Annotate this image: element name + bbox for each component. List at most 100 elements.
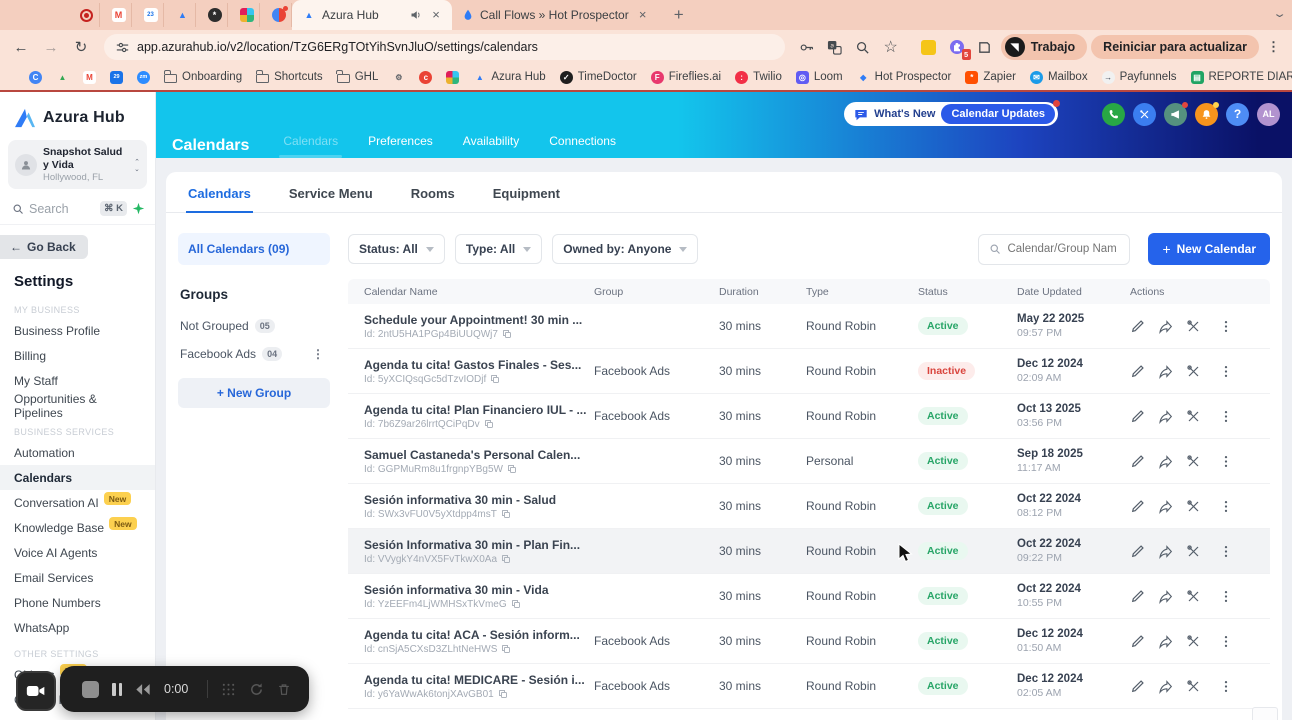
translate-icon[interactable]: a xyxy=(823,35,847,59)
announcements-button[interactable] xyxy=(1164,101,1188,126)
copy-icon[interactable] xyxy=(501,509,511,519)
more-button[interactable] xyxy=(1219,544,1233,559)
pinned-tab[interactable] xyxy=(74,3,100,27)
sidepanel-icon[interactable] xyxy=(973,35,997,59)
copy-icon[interactable] xyxy=(498,689,508,699)
bookmark-item[interactable]: → Payfunnels xyxy=(1101,70,1177,84)
sidebar-item[interactable]: Business Profile xyxy=(0,318,155,343)
bookmark-item[interactable]: M xyxy=(83,70,96,84)
bookmark-item[interactable]: 29 xyxy=(110,70,123,84)
bookmark-item[interactable]: * Zapier xyxy=(965,70,1016,84)
more-button[interactable] xyxy=(1219,454,1233,469)
table-row[interactable]: Agenda tu cita! Gastos Finales - Ses... … xyxy=(348,349,1270,394)
tools-button[interactable] xyxy=(1186,319,1201,334)
table-row[interactable]: Sesión informativa 30 min - Vida Id: YzE… xyxy=(348,574,1270,619)
header-nav-item[interactable]: Preferences xyxy=(368,134,433,148)
new-calendar-button[interactable]: + New Calendar xyxy=(1148,233,1270,265)
edit-button[interactable] xyxy=(1130,589,1145,604)
copy-icon[interactable] xyxy=(484,419,494,429)
share-button[interactable] xyxy=(1158,634,1173,649)
tools-button[interactable] xyxy=(1133,102,1156,126)
sidebar-search[interactable]: Search ⌘ K xyxy=(0,197,155,226)
url-text[interactable]: app.azurahub.io/v2/location/TzG6ERgTOtYi… xyxy=(137,40,538,54)
tools-button[interactable] xyxy=(1186,634,1201,649)
share-button[interactable] xyxy=(1158,544,1173,559)
content-tab[interactable]: Rooms xyxy=(410,186,455,201)
share-button[interactable] xyxy=(1158,319,1173,334)
back-button[interactable]: ← xyxy=(13,38,29,56)
tab-azura-hub[interactable]: ▲ Azura Hub × xyxy=(292,0,452,30)
pause-button[interactable] xyxy=(112,682,122,696)
sidebar-item[interactable]: Knowledge Base New xyxy=(0,515,155,540)
edit-button[interactable] xyxy=(1130,544,1145,559)
bookmark-item[interactable] xyxy=(446,70,460,84)
whats-new-pill[interactable]: What's New Calendar Updates xyxy=(844,100,1060,126)
bookmark-item[interactable]: F Fireflies.ai xyxy=(650,70,721,84)
new-group-button[interactable]: + New Group xyxy=(178,378,330,408)
bookmark-item[interactable]: GHL xyxy=(336,70,378,83)
header-nav-item[interactable]: Availability xyxy=(462,134,520,148)
tab-list-chevron-icon[interactable]: ⌄ xyxy=(1272,8,1287,20)
sidebar-item[interactable]: Custom Values xyxy=(0,712,155,720)
edit-button[interactable] xyxy=(1130,634,1145,649)
filter-dropdown[interactable]: Type: All xyxy=(454,234,543,264)
header-nav-item[interactable]: Calendars xyxy=(279,134,342,158)
help-button[interactable]: ? xyxy=(1226,102,1249,126)
camera-bubble[interactable] xyxy=(16,671,56,711)
bookmark-item[interactable]: : Twilio xyxy=(735,70,782,84)
tab-call-flows[interactable]: Call Flows » Hot Prospector × xyxy=(452,0,659,30)
copy-icon[interactable] xyxy=(511,599,521,609)
bookmark-star-icon[interactable]: ☆ xyxy=(883,39,898,56)
table-row[interactable]: Agenda tu cita! ACA - Sesión inform... I… xyxy=(348,619,1270,664)
tools-button[interactable] xyxy=(1186,544,1201,559)
pinned-tab[interactable] xyxy=(266,3,292,27)
tools-button[interactable] xyxy=(1186,499,1201,514)
sidebar-item[interactable]: Conversation AI New xyxy=(0,490,155,515)
table-row[interactable]: Samuel Castaneda's Personal Calen... Id:… xyxy=(348,439,1270,484)
tools-button[interactable] xyxy=(1186,409,1201,424)
user-avatar[interactable]: AL xyxy=(1257,102,1280,126)
bookmark-item[interactable]: ✓ TimeDoctor xyxy=(559,70,637,84)
pinned-tab[interactable] xyxy=(234,3,260,27)
trash-icon[interactable] xyxy=(277,682,291,697)
copy-icon[interactable] xyxy=(507,464,517,474)
bookmark-item[interactable]: ▲ Azura Hub xyxy=(473,71,546,84)
bookmark-item[interactable]: C xyxy=(29,70,42,84)
pinned-tab[interactable]: 23 xyxy=(138,3,164,27)
search-placeholder[interactable]: Search xyxy=(29,201,69,216)
share-button[interactable] xyxy=(1158,679,1173,694)
sidebar-item[interactable]: MY BUSINESS xyxy=(0,296,155,318)
rewind-icon[interactable] xyxy=(135,683,151,696)
browser-profile-chip[interactable]: ◥ Trabajo xyxy=(1000,34,1088,60)
browser-menu-icon[interactable]: ⋮ xyxy=(1267,39,1280,54)
tab-close-icon[interactable]: × xyxy=(638,7,647,22)
sidebar-item[interactable]: My Staff xyxy=(0,368,155,393)
copy-icon[interactable] xyxy=(501,554,511,564)
phone-button[interactable] xyxy=(1102,102,1125,126)
extensions-puzzle-icon[interactable]: 5 xyxy=(945,35,971,60)
bookmark-item[interactable]: ▲ xyxy=(56,71,69,84)
content-tab[interactable]: Service Menu xyxy=(288,186,373,201)
apps-grid-icon[interactable] xyxy=(10,70,13,84)
tools-button[interactable] xyxy=(1186,679,1201,694)
share-button[interactable] xyxy=(1158,499,1173,514)
share-button[interactable] xyxy=(1158,454,1173,469)
edit-button[interactable] xyxy=(1130,499,1145,514)
bookmark-item[interactable]: zm xyxy=(137,70,150,84)
copy-icon[interactable] xyxy=(490,374,500,384)
password-key-icon[interactable] xyxy=(795,35,819,59)
tools-button[interactable] xyxy=(1186,364,1201,379)
group-row[interactable]: Facebook Ads 04 ⋮ xyxy=(178,340,330,368)
bookmark-item[interactable]: ✉ Mailbox xyxy=(1029,70,1088,84)
tools-button[interactable] xyxy=(1186,589,1201,604)
edit-button[interactable] xyxy=(1130,679,1145,694)
pinned-tab[interactable]: ▲ xyxy=(170,3,196,27)
sidebar-item[interactable]: BUSINESS SERVICES xyxy=(0,418,155,440)
sidebar-item[interactable]: WhatsApp xyxy=(0,615,155,640)
share-button[interactable] xyxy=(1158,589,1173,604)
table-row[interactable]: Agenda tu cita! MEDICARE - Sesión i... I… xyxy=(348,664,1270,709)
sidebar-item[interactable]: Automation xyxy=(0,440,155,465)
edit-button[interactable] xyxy=(1130,319,1145,334)
sidebar-item[interactable]: Calendars xyxy=(0,465,155,491)
tune-icon[interactable] xyxy=(116,41,129,54)
